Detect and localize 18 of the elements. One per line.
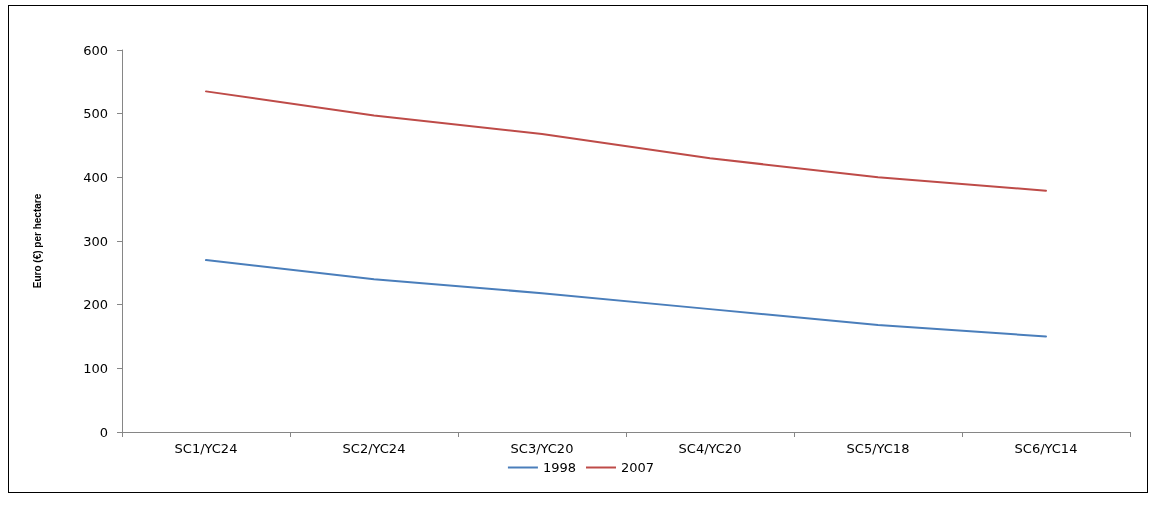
y-tick-label: 200 xyxy=(83,297,108,313)
legend-label: 1998 xyxy=(542,460,577,475)
y-tick-label: 300 xyxy=(83,233,108,249)
y-tick-label: 400 xyxy=(83,169,108,185)
y-tick-label: 500 xyxy=(83,106,108,122)
x-tick-label: SC1/YC24 xyxy=(174,441,238,456)
y-tick-label: 0 xyxy=(99,424,108,440)
x-tick-label: SC2/YC24 xyxy=(342,441,406,456)
y-tick-label: 100 xyxy=(83,360,108,376)
line-series xyxy=(205,90,1047,192)
x-tick-label: SC4/YC20 xyxy=(678,441,742,456)
y-tick-label: 600 xyxy=(83,42,108,58)
x-tick-label: SC3/YC20 xyxy=(510,441,574,456)
y-axis-title: Euro (€) per hectare xyxy=(31,193,43,289)
legend-label: 2007 xyxy=(621,460,655,475)
x-tick-label: SC6/YC14 xyxy=(1014,441,1078,456)
line-series xyxy=(205,259,1047,338)
x-tick-label: SC5/YC18 xyxy=(846,441,910,456)
